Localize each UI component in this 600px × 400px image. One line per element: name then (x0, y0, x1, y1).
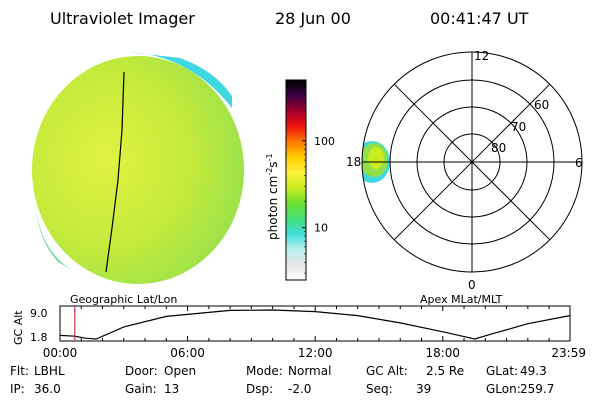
status-value: Normal (288, 364, 331, 378)
altitude-xtick-label: 23:59 (551, 346, 586, 360)
status-fields: Flt: LBHL Door: Open Mode: Normal GC Alt: 2.5 R… (10, 364, 554, 396)
status-label: Door: (125, 364, 158, 378)
status-value: 49.3 (520, 364, 547, 378)
status-label: Mode: (246, 364, 283, 378)
altitude-curve (59, 309, 571, 340)
altitude-xtick-label: 12:00 (298, 346, 333, 360)
status-label: Flt: (10, 364, 29, 378)
colorbar-unit-label: photon cm-2s-1 (265, 153, 280, 240)
geographic-image (32, 52, 244, 284)
status-label: GLat: (486, 364, 518, 378)
altitude-ytick-low: 1.8 (30, 331, 48, 344)
polar-diagonal-2 (393, 83, 551, 241)
status-value: -2.0 (288, 382, 311, 396)
status-value: 2.5 Re (426, 364, 464, 378)
image-time: 00:41:47 UT (430, 9, 529, 28)
meridian-line (105, 71, 125, 273)
colorbar-tick-label: 10 (314, 222, 328, 235)
geo-caption: Geographic Lat/Lon (70, 293, 177, 306)
status-label: Seq: (366, 382, 393, 396)
disk-texture (32, 56, 244, 284)
status-value: 259.7 (520, 382, 554, 396)
auroral-patch-core (368, 147, 384, 169)
colorbar-tick-label: 100 (314, 135, 335, 148)
mlt-label-0: 0 (468, 278, 476, 292)
altitude-ylabel: GC Alt (12, 310, 25, 345)
altitude-xtick-label: 06:00 (170, 346, 205, 360)
status-label: Gain: (125, 382, 157, 396)
instrument-title: Ultraviolet Imager (50, 9, 195, 28)
status-label: GLon: (486, 382, 521, 396)
status-value: LBHL (34, 364, 65, 378)
status-value: 39 (416, 382, 431, 396)
image-date: 28 Jun 00 (275, 9, 351, 28)
polar-plot: 12 6 0 18 60 70 80 (346, 49, 583, 292)
status-value: 36.0 (34, 382, 61, 396)
altitude-ytick-high: 9.0 (30, 307, 48, 320)
status-label: Dsp: (246, 382, 273, 396)
mlat-label-70: 70 (511, 120, 526, 134)
status-label: GC Alt: (366, 364, 408, 378)
mlt-label-12: 12 (474, 49, 489, 63)
limb-glow (128, 52, 232, 108)
colorbar-scale (285, 79, 307, 281)
colorbar: 100 10 photon cm-2s-1 (265, 79, 335, 281)
status-value: Open (164, 364, 196, 378)
altitude-xtick-label: 00:00 (43, 346, 78, 360)
altitude-plot: GC Alt 9.0 1.8 00:00 06:00 12:00 18:00 23:59 (12, 305, 586, 360)
status-value: 13 (164, 382, 179, 396)
mlat-label-60: 60 (534, 98, 549, 112)
status-label: IP: (10, 382, 25, 396)
mlt-label-6: 6 (575, 156, 583, 170)
mlt-label-18: 18 (346, 155, 361, 169)
disk-edge-shade (36, 206, 72, 270)
altitude-xtick-label: 18:00 (425, 346, 460, 360)
polar-caption: Apex MLat/MLT (420, 293, 503, 306)
mlat-label-80: 80 (491, 141, 506, 155)
